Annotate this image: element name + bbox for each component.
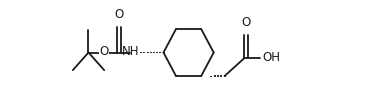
- Text: O: O: [241, 16, 251, 29]
- Text: O: O: [100, 45, 109, 58]
- Text: NH: NH: [122, 45, 139, 58]
- Text: OH: OH: [262, 51, 280, 64]
- Text: O: O: [114, 8, 124, 21]
